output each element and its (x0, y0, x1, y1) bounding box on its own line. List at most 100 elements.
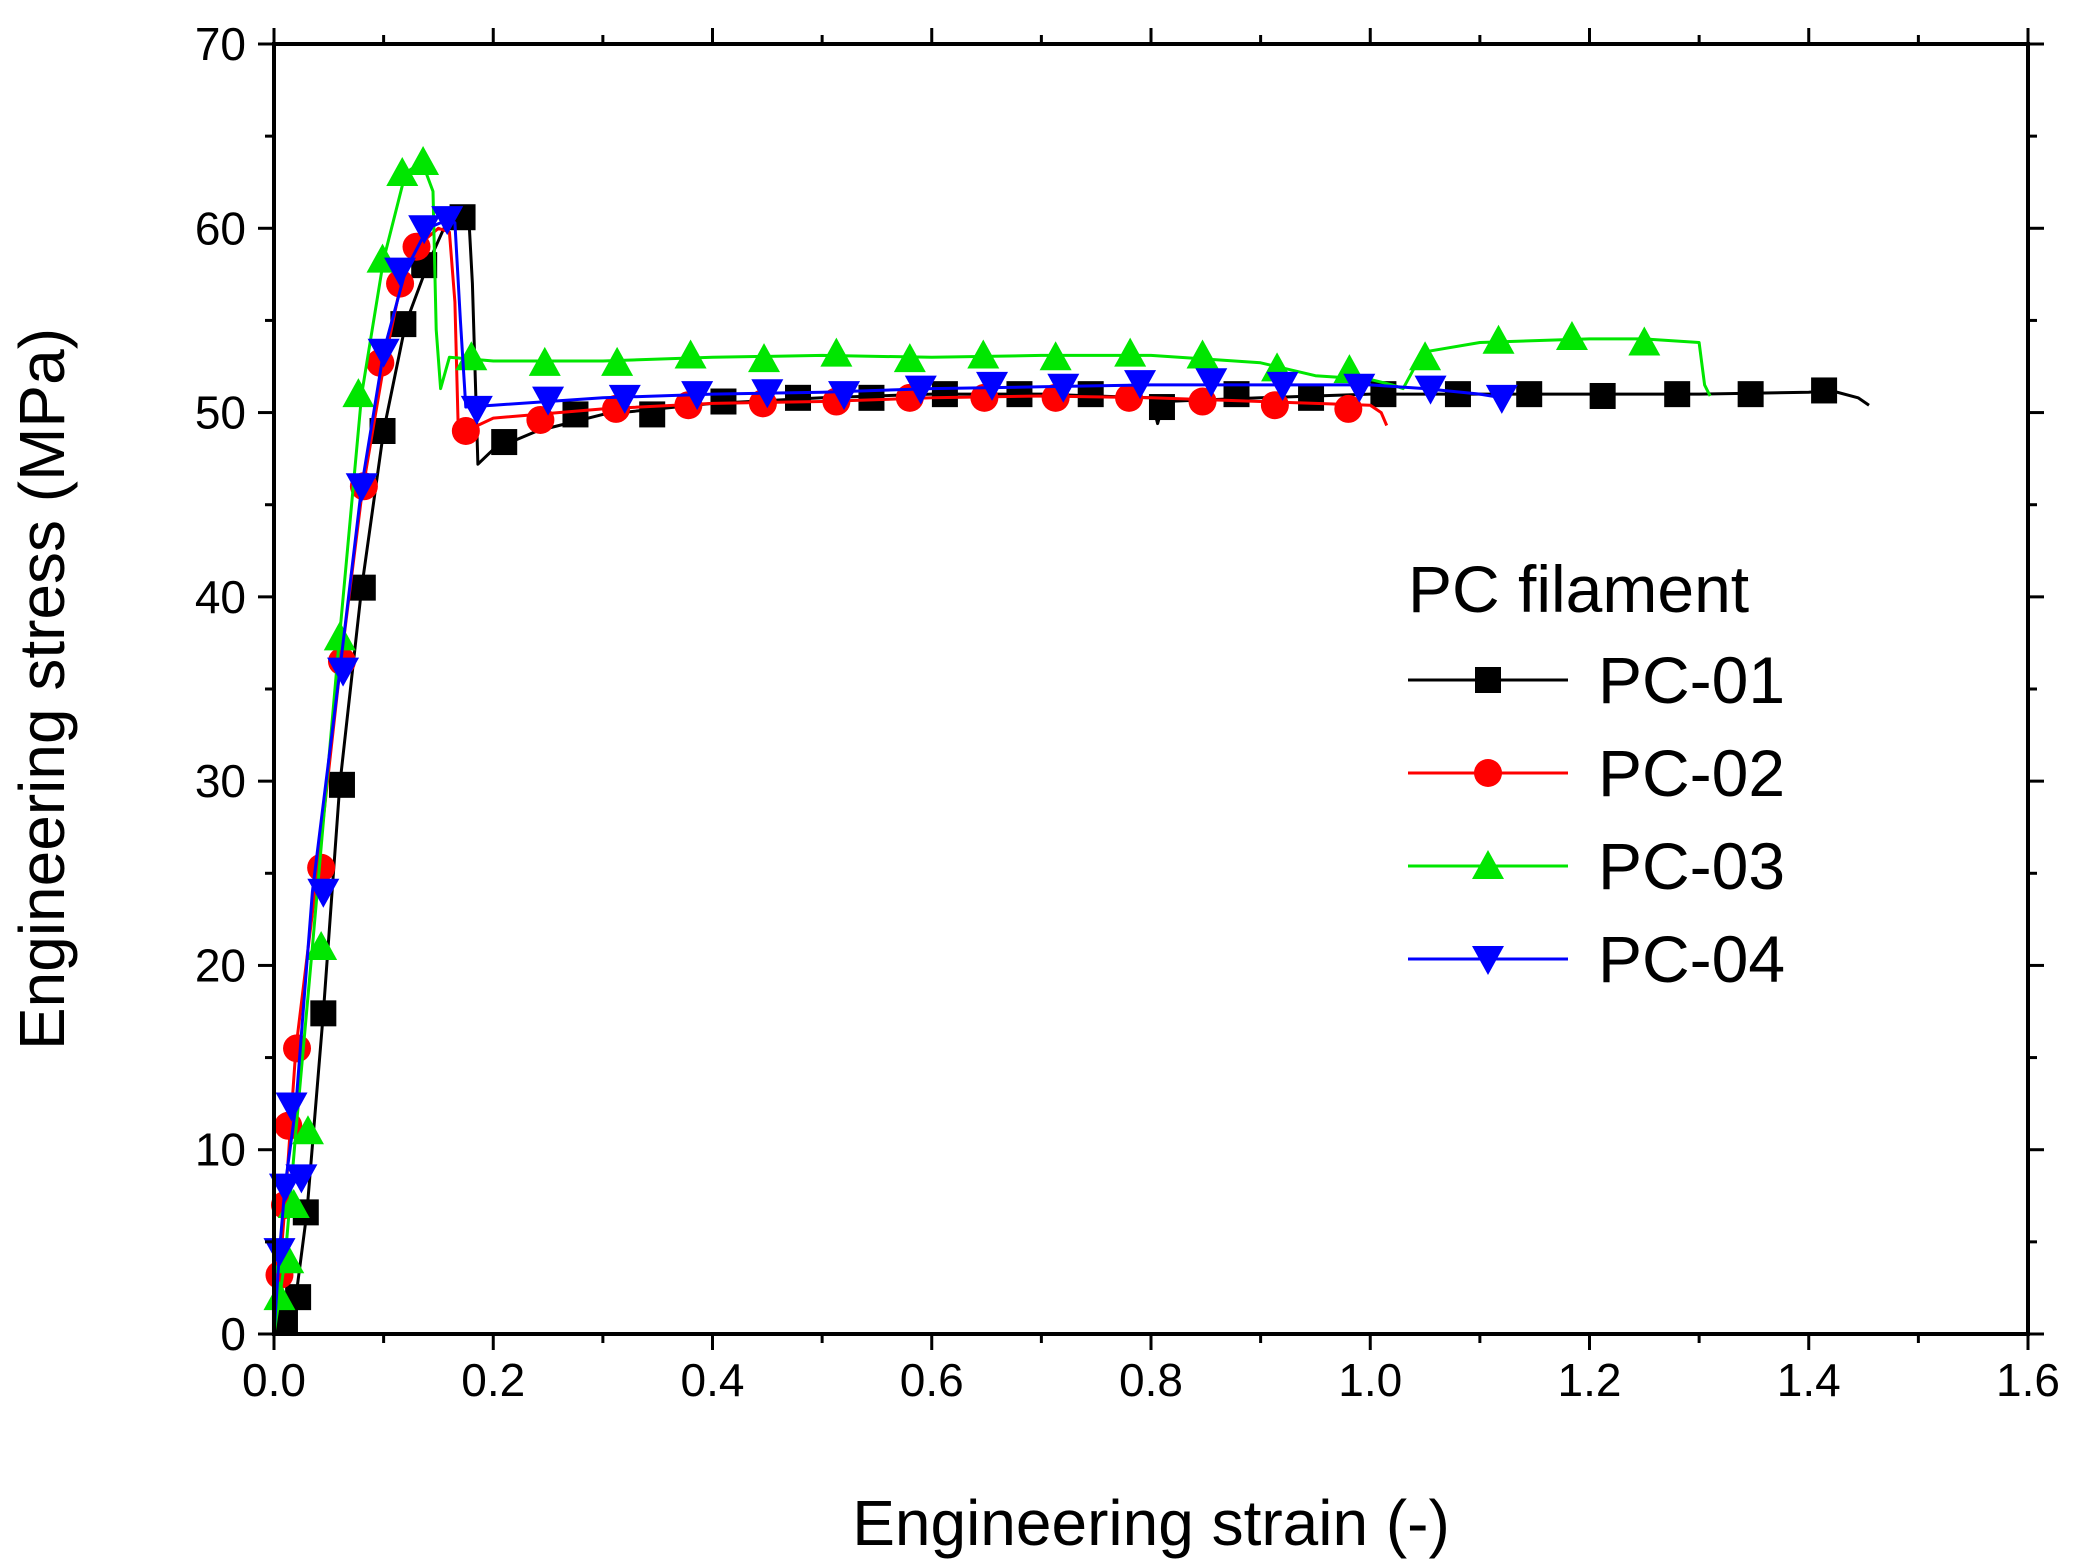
data-point (305, 931, 338, 960)
data-point (310, 1000, 337, 1027)
x-tick-label: 1.2 (1558, 1354, 1622, 1406)
legend-marker (1474, 759, 1502, 787)
data-point (674, 339, 707, 369)
data-point (323, 621, 356, 651)
data-point (1195, 368, 1228, 398)
data-point (893, 343, 926, 373)
data-point (1114, 337, 1147, 367)
legend-label: PC-03 (1598, 829, 1785, 903)
x-tick-label: 1.0 (1338, 1354, 1402, 1406)
y-tick-label: 60 (195, 202, 246, 254)
x-tick-label: 0.4 (681, 1354, 745, 1406)
data-point (291, 1115, 324, 1145)
y-tick-label: 50 (195, 387, 246, 439)
x-tick-label: 0.2 (461, 1354, 525, 1406)
y-tick-label: 0 (220, 1308, 246, 1360)
data-point (1482, 324, 1515, 354)
legend-label: PC-01 (1598, 643, 1785, 717)
x-tick-label: 0.8 (1119, 1354, 1183, 1406)
data-point (1516, 381, 1543, 408)
x-tick-label: 0.0 (242, 1354, 306, 1406)
legend-marker (1472, 946, 1504, 975)
data-point (345, 473, 378, 503)
data-point (408, 215, 441, 245)
legend: PC filament PC-01 PC-02 PC-03 PC-04 (1408, 552, 1785, 996)
data-point (285, 1164, 318, 1194)
data-point (1628, 326, 1661, 356)
y-tick-label: 30 (195, 755, 246, 807)
data-point (1298, 384, 1325, 411)
data-point (904, 375, 937, 405)
data-point (1555, 321, 1588, 351)
data-point (283, 1034, 312, 1063)
data-point (1343, 373, 1376, 403)
data-point (491, 429, 518, 456)
data-point (277, 1189, 310, 1218)
x-tick-label: 0.6 (900, 1354, 964, 1406)
data-point (601, 346, 634, 376)
data-point (1047, 373, 1080, 403)
data-point (367, 338, 400, 368)
data-point (1039, 341, 1072, 371)
data-point (858, 384, 885, 411)
x-tick-label: 1.6 (1996, 1354, 2060, 1406)
data-point (268, 1173, 301, 1203)
data-point (349, 574, 376, 601)
legend-label: PC-04 (1598, 922, 1785, 996)
data-point (386, 157, 419, 186)
data-point (1334, 394, 1363, 423)
data-point (272, 1244, 305, 1274)
data-point (1664, 381, 1691, 408)
data-point (1414, 375, 1447, 405)
data-point (263, 1281, 296, 1311)
tick-labels-layer: 0.0 0.2 0.4 0.6 0.8 1.0 1.2 1.4 1.6 0 10 20 30 40 50 60… (195, 18, 2060, 1406)
data-point (681, 381, 714, 411)
data-point (751, 379, 784, 409)
y-axis-title: Engineering stress (MPa) (6, 328, 78, 1050)
data-point (1266, 371, 1299, 401)
data-point (1811, 377, 1838, 404)
data-point (263, 1238, 296, 1268)
legend-marker (1475, 667, 1501, 693)
legend-item-pc-02: PC-02 (1408, 736, 1785, 810)
data-point (1485, 384, 1518, 414)
data-point (967, 339, 1000, 369)
data-point (1589, 382, 1616, 409)
legend-label: PC-02 (1598, 736, 1785, 810)
data-point (451, 417, 480, 445)
data-point (562, 401, 589, 428)
data-point (407, 145, 440, 175)
data-point (431, 206, 464, 236)
data-point (931, 381, 958, 408)
data-point (1006, 381, 1033, 408)
data-point (328, 771, 355, 798)
data-point (1409, 341, 1442, 371)
data-point (307, 878, 340, 908)
data-point (342, 378, 375, 408)
series-layer (263, 145, 1870, 1336)
data-point (1186, 339, 1219, 369)
data-point (460, 395, 493, 425)
series-line (272, 217, 1503, 1335)
y-tick-label: 20 (195, 939, 246, 991)
data-point (1124, 370, 1157, 400)
data-point (785, 384, 812, 411)
legend-title: PC filament (1408, 552, 1749, 626)
legend-item-pc-01: PC-01 (1408, 643, 1785, 717)
data-point (1188, 387, 1217, 416)
data-point (976, 371, 1009, 401)
plot-frame (272, 42, 2030, 1336)
data-point (275, 1092, 308, 1122)
data-point (528, 346, 561, 376)
data-point (820, 337, 853, 367)
legend-items: PC-01 PC-02 PC-03 PC-04 (1408, 643, 1785, 996)
x-axis-title: Engineering strain (-) (852, 1487, 1450, 1559)
data-point (1737, 381, 1764, 408)
data-point (384, 257, 417, 287)
legend-item-pc-04: PC-04 (1408, 922, 1785, 996)
y-tick-label: 70 (195, 18, 246, 70)
series-pc-03 (263, 145, 1712, 1335)
data-point (748, 343, 781, 373)
data-point (327, 657, 360, 687)
